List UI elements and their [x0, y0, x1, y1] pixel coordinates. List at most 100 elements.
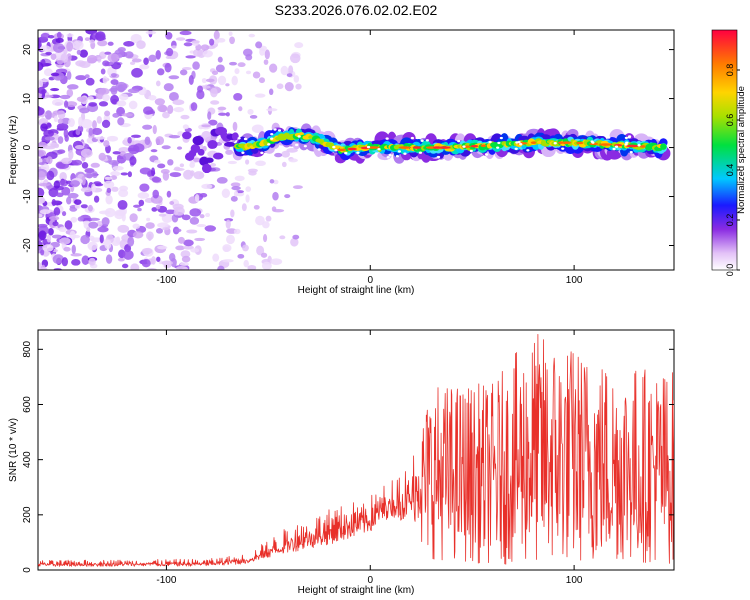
heatmap-cell: [40, 123, 48, 132]
heatmap-cell: [183, 239, 194, 247]
heatmap-cell: [637, 144, 641, 147]
heatmap-cell: [96, 116, 102, 124]
heatmap-cell: [156, 256, 161, 262]
heatmap-cell: [67, 192, 79, 199]
heatmap-cell: [163, 83, 174, 92]
heatmap-cell: [277, 129, 282, 132]
heatmap-cell: [143, 57, 149, 65]
spectrogram-ytick-label: -20: [22, 238, 33, 253]
heatmap-cell: [105, 194, 113, 205]
heatmap-cell: [55, 37, 64, 43]
heatmap-cell: [127, 136, 132, 144]
heatmap-cell: [284, 82, 294, 92]
heatmap-cell: [182, 124, 189, 130]
heatmap-cell: [168, 135, 181, 139]
heatmap-cell: [61, 186, 71, 196]
heatmap-cell: [166, 190, 172, 198]
heatmap-cell: [118, 189, 129, 198]
heatmap-cell: [189, 208, 202, 217]
heatmap-cell: [42, 244, 54, 252]
heatmap-cell: [137, 207, 142, 212]
spectrogram-ytick-label: 0: [22, 144, 33, 150]
heatmap-cell: [124, 51, 134, 59]
heatmap-cell: [137, 192, 150, 199]
heatmap-cell: [279, 235, 286, 240]
heatmap-cell: [233, 93, 243, 101]
heatmap-cell: [132, 223, 140, 229]
snr-series-line: [38, 334, 674, 567]
heatmap-cell: [154, 98, 166, 106]
heatmap-cell: [98, 210, 111, 215]
heatmap-cell: [444, 137, 448, 140]
heatmap-cell: [146, 267, 157, 270]
heatmap-cell: [589, 142, 599, 146]
heatmap-cell: [217, 265, 225, 270]
heatmap-cell: [241, 151, 245, 154]
heatmap-cell: [66, 88, 74, 98]
heatmap-cell: [517, 140, 521, 144]
heatmap-cell: [84, 37, 90, 42]
heatmap-cell: [165, 32, 173, 40]
snr-xtick-label: 0: [367, 575, 373, 586]
heatmap-cell: [247, 168, 258, 173]
heatmap-cell: [75, 144, 85, 150]
heatmap-cell: [183, 169, 194, 180]
heatmap-cell: [334, 149, 338, 152]
heatmap-cell: [179, 69, 188, 76]
heatmap-cell: [40, 78, 50, 83]
heatmap-cell: [336, 148, 347, 152]
heatmap-cell: [97, 39, 108, 47]
heatmap-cell: [88, 102, 98, 107]
heatmap-cell: [60, 53, 69, 63]
heatmap-cell: [233, 228, 241, 235]
heatmap-cell: [110, 85, 118, 96]
heatmap-cell: [289, 53, 301, 64]
heatmap-cell: [56, 122, 69, 131]
heatmap-cell: [561, 141, 572, 144]
heatmap-cell: [81, 175, 86, 186]
heatmap-cell: [292, 185, 303, 190]
heatmap-cell: [488, 140, 492, 144]
heatmap-cell: [57, 149, 66, 154]
heatmap-cell: [92, 120, 97, 129]
heatmap-cell: [139, 64, 150, 70]
heatmap-cell: [272, 191, 279, 201]
heatmap-cell: [386, 156, 390, 159]
heatmap-cell: [148, 54, 157, 63]
heatmap-cell: [269, 179, 275, 184]
heatmap-cell: [89, 39, 95, 44]
heatmap-cell: [425, 139, 429, 142]
heatmap-cell: [68, 118, 75, 128]
snr-x-ticks: -100 0 100: [156, 330, 583, 586]
heatmap-cell: [211, 70, 219, 76]
heatmap-cell: [73, 199, 82, 206]
heatmap-cell: [53, 115, 58, 123]
spectrogram-ytick-label: 10: [22, 93, 33, 105]
heatmap-cell: [59, 237, 71, 245]
heatmap-cell: [173, 167, 185, 171]
heatmap-cell: [75, 128, 81, 136]
heatmap-cell: [293, 75, 300, 83]
heatmap-cell: [68, 149, 74, 160]
heatmap-cell: [84, 168, 95, 174]
heatmap-cell: [215, 64, 225, 73]
heatmap-cell: [230, 209, 235, 218]
spectrogram-x-label: Height of straight line (km): [298, 285, 415, 296]
heatmap-cell: [281, 161, 287, 168]
heatmap-cell: [168, 91, 179, 102]
heatmap-cell: [288, 65, 294, 75]
heatmap-cell: [66, 84, 79, 90]
heatmap-cell: [231, 186, 241, 191]
heatmap-cell: [115, 236, 121, 244]
heatmap-cell: [436, 155, 441, 159]
heatmap-cell: [169, 201, 175, 205]
heatmap-cell: [190, 248, 200, 253]
heatmap-cell: [462, 145, 466, 148]
snr-ytick-label: 200: [22, 506, 33, 523]
heatmap-cell: [57, 118, 64, 124]
heatmap-cell: [38, 106, 45, 116]
heatmap-cell: [193, 171, 205, 180]
heatmap-cell: [38, 213, 43, 218]
heatmap-cell: [497, 141, 501, 145]
heatmap-cell: [112, 165, 124, 171]
